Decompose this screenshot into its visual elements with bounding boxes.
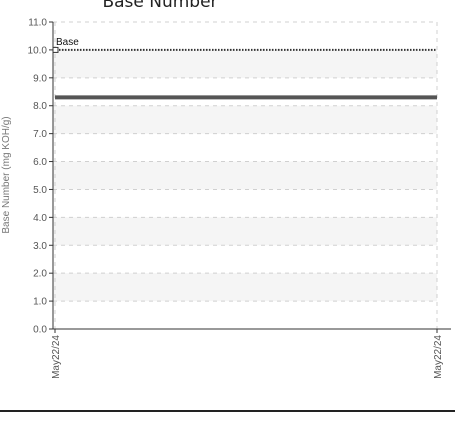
y-tick-label: 5.0 (33, 185, 47, 196)
y-tick-label: 10.0 (28, 45, 48, 56)
plot-axes (51, 22, 451, 330)
reference-line-marker (52, 46, 59, 53)
y-tick-label: 6.0 (33, 157, 47, 168)
reference-lines: Base (52, 37, 437, 53)
plot-grid (53, 21, 438, 330)
plot-bands (53, 49, 437, 302)
y-tick-label: 0.0 (33, 325, 47, 336)
plot-band (53, 217, 437, 246)
plot-band (53, 105, 437, 134)
y-tick-label: 9.0 (33, 73, 47, 84)
plot-band (53, 49, 437, 78)
plot-band (53, 161, 437, 190)
reference-line-label: Base (56, 37, 79, 48)
y-tick-label: 1.0 (33, 297, 47, 308)
y-axis-label: Base Number (mg KOH/g) (1, 116, 12, 233)
y-tick-label: 11.0 (28, 18, 47, 29)
y-tick-label: 2.0 (33, 269, 47, 280)
chart-title: Base Number (102, 0, 218, 12)
y-tick-label: 3.0 (33, 241, 47, 252)
x-tick-label: May22/24 (51, 335, 62, 379)
y-tick-label: 4.0 (33, 213, 47, 224)
x-axis-ticks: May22/24 May22/24 (51, 329, 444, 379)
plot-band (53, 273, 437, 302)
y-axis-ticks: 0.0 1.0 2.0 3.0 4.0 5.0 6.0 7.0 8.0 9.0 10.0 11.0 (28, 18, 53, 336)
x-tick-label: May22/24 (433, 335, 444, 379)
y-tick-label: 7.0 (33, 129, 47, 140)
y-tick-label: 8.0 (33, 101, 47, 112)
bottom-divider (0, 410, 455, 412)
